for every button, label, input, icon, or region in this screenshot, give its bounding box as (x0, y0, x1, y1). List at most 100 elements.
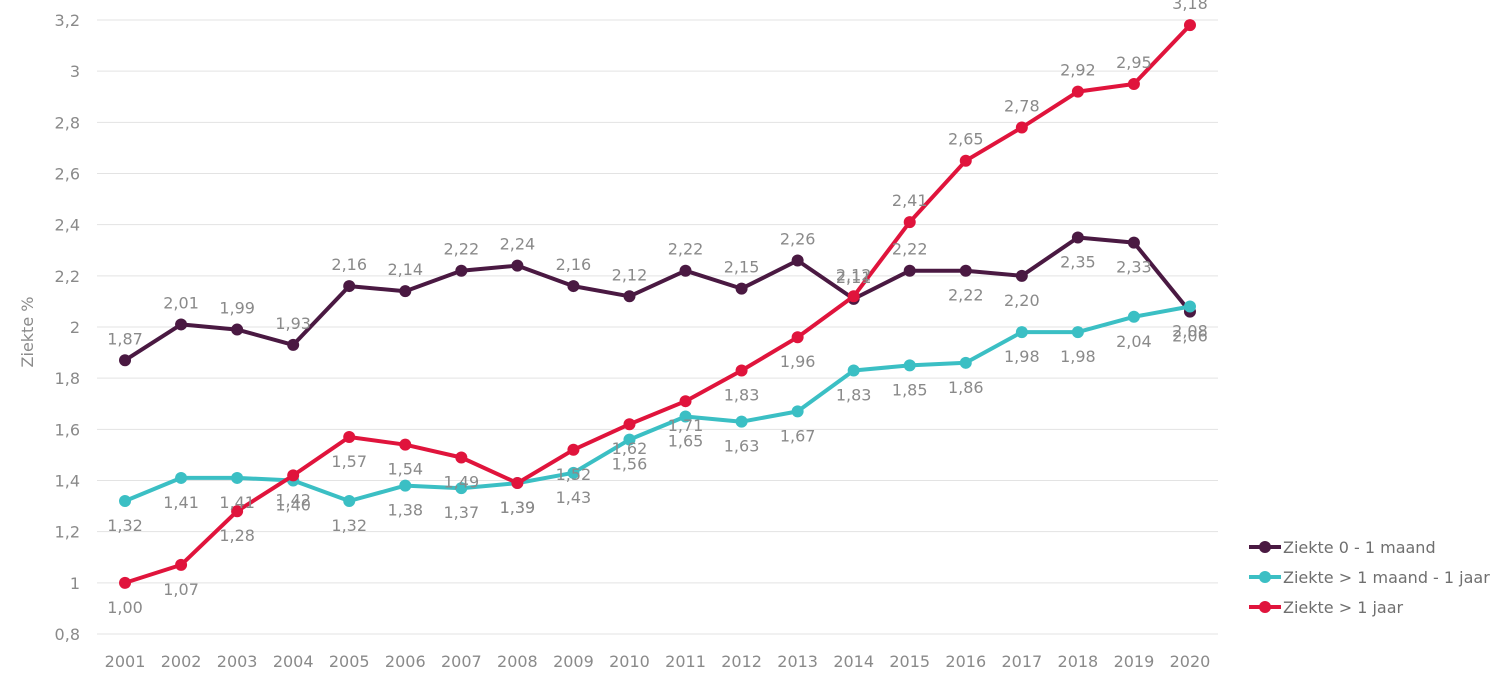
y-tick-label: 1,4 (55, 472, 80, 491)
data-label: 1,41 (219, 493, 255, 512)
data-point (623, 290, 636, 303)
data-point (791, 405, 804, 418)
y-axis-title: Ziekte % (18, 297, 37, 368)
data-label: 2,26 (780, 229, 816, 248)
data-label: 1,41 (163, 493, 199, 512)
data-point (287, 469, 300, 482)
data-point (511, 477, 524, 490)
data-point (1015, 121, 1028, 134)
legend-item: Ziekte 0 - 1 maand (1249, 538, 1436, 557)
data-point (1127, 236, 1140, 249)
x-tick-label: 2016 (945, 652, 986, 671)
data-point (343, 494, 356, 507)
data-point (679, 264, 692, 277)
x-tick-label: 2007 (441, 652, 482, 671)
data-label: 1,43 (556, 488, 592, 507)
data-label: 2,65 (948, 130, 984, 149)
data-label: 2,22 (444, 240, 480, 259)
legend-swatch-marker (1259, 541, 1271, 553)
data-label: 1,62 (612, 439, 648, 458)
data-label: 1,85 (892, 380, 928, 399)
data-point (903, 264, 916, 277)
data-point (1127, 310, 1140, 323)
data-label: 1,37 (444, 503, 480, 522)
x-tick-label: 2010 (609, 652, 650, 671)
legend-label: Ziekte 0 - 1 maand (1283, 538, 1436, 557)
y-tick-label: 2,4 (55, 216, 80, 235)
data-label: 1,40 (275, 496, 311, 515)
data-point (455, 451, 468, 464)
data-label: 1,32 (331, 516, 367, 535)
x-tick-label: 2001 (105, 652, 146, 671)
data-label: 2,22 (892, 240, 928, 259)
data-label: 1,42 (275, 490, 311, 509)
data-point (959, 356, 972, 369)
x-tick-label: 2013 (777, 652, 818, 671)
data-label: 2,92 (1060, 61, 1096, 80)
x-tick-label: 2002 (161, 652, 202, 671)
y-tick-label: 1,8 (55, 369, 80, 388)
data-label: 2,16 (331, 255, 367, 274)
legend-item: Ziekte > 1 jaar (1249, 598, 1404, 617)
series-1 (119, 231, 1196, 367)
data-point (1071, 231, 1084, 244)
data-label: 1,07 (163, 580, 199, 599)
series-line (123, 235, 1192, 363)
data-label: 2,15 (724, 258, 760, 277)
y-axis-ticks: 0,8 1 1,2 1,4 1,6 1,8 2 2,2 2,4 2,6 2,8 3 3,2 (55, 11, 80, 644)
data-label: 1,67 (780, 426, 816, 445)
legend: Ziekte 0 - 1 maand Ziekte > 1 maand - 1 j… (1249, 538, 1490, 617)
data-label: 1,52 (556, 465, 592, 484)
data-point (847, 364, 860, 377)
data-label: 3,18 (1172, 0, 1208, 13)
data-labels: 1,87 2,01 1,99 1,93 2,16 2,14 2,22 2,24 2,16 2,12… (107, 0, 1208, 617)
series-lines (119, 19, 1196, 589)
data-point (399, 285, 412, 298)
data-point (623, 418, 636, 431)
data-point (791, 331, 804, 344)
data-label: 2,08 (1172, 322, 1208, 341)
y-tick-label: 3 (70, 62, 80, 81)
y-tick-label: 2 (70, 318, 80, 337)
x-tick-label: 2003 (217, 652, 258, 671)
x-tick-label: 2004 (273, 652, 314, 671)
data-point (1071, 85, 1084, 98)
data-label: 1,99 (219, 299, 255, 318)
data-label: 1,28 (219, 526, 255, 545)
legend-swatch-marker (1259, 571, 1271, 583)
series-3 (119, 19, 1196, 589)
data-label: 1,32 (107, 516, 143, 535)
data-point (343, 280, 356, 293)
data-point (231, 323, 244, 336)
data-point (567, 280, 580, 293)
data-point (567, 466, 580, 479)
data-point (567, 443, 580, 456)
data-point (287, 338, 300, 351)
gridlines (97, 19, 1218, 635)
x-tick-label: 2009 (553, 652, 594, 671)
data-point (1127, 77, 1140, 90)
data-label: 2,24 (500, 235, 536, 254)
data-point (1183, 19, 1196, 32)
y-tick-label: 2,2 (55, 267, 80, 286)
legend-swatch-marker (1259, 601, 1271, 613)
legend-label: Ziekte > 1 maand - 1 jaar (1283, 568, 1490, 587)
data-label: 1,56 (612, 455, 648, 474)
data-label: 2,01 (163, 293, 199, 312)
data-point (399, 438, 412, 451)
data-label: 1,54 (387, 460, 423, 479)
y-tick-label: 3,2 (55, 11, 80, 30)
data-point (903, 216, 916, 229)
data-label: 1,98 (1060, 347, 1096, 366)
data-label: 1,71 (668, 416, 704, 435)
data-point (119, 494, 132, 507)
data-point (231, 505, 244, 518)
data-label: 1,93 (275, 314, 311, 333)
data-point (1015, 269, 1028, 282)
data-label: 1,83 (836, 385, 872, 404)
data-label: 1,63 (724, 437, 760, 456)
data-label: 2,12 (836, 265, 872, 284)
data-label: 2,22 (948, 286, 984, 305)
data-point (735, 364, 748, 377)
